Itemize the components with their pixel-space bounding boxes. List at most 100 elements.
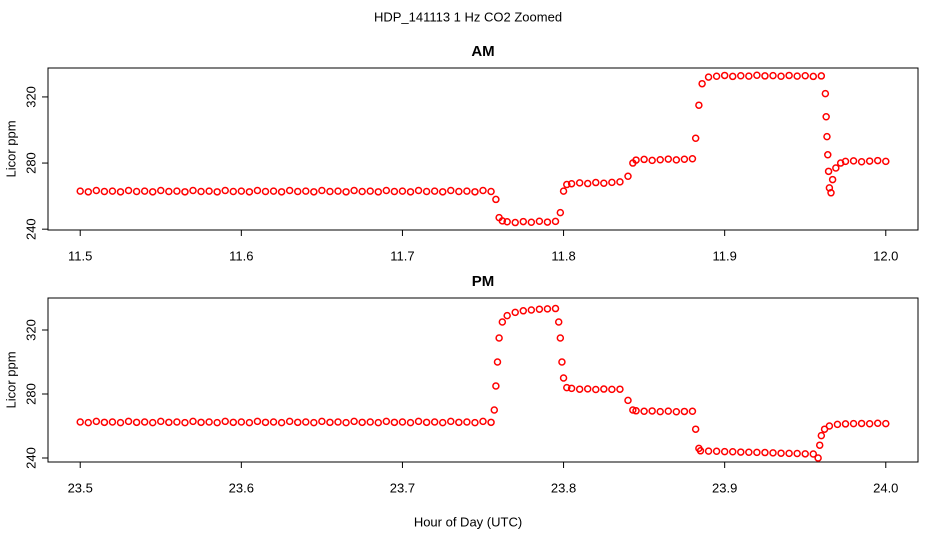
- data-point: [285, 417, 294, 426]
- data-point: [559, 374, 568, 382]
- x-tick-label: 12.0: [873, 248, 898, 263]
- data-point: [503, 311, 511, 320]
- data-point: [592, 178, 600, 187]
- data-point: [124, 186, 133, 195]
- data-point: [350, 186, 358, 195]
- data-point: [583, 385, 592, 393]
- data-point: [205, 418, 213, 426]
- data-point: [720, 71, 729, 80]
- data-point: [374, 188, 383, 196]
- data-point: [761, 448, 769, 457]
- data-point: [704, 73, 713, 81]
- data-point: [430, 418, 439, 426]
- data-point: [543, 218, 552, 226]
- data-point: [753, 448, 761, 457]
- data-point: [455, 418, 463, 427]
- data-point: [438, 188, 447, 196]
- data-point: [680, 155, 689, 163]
- data-point: [745, 72, 753, 80]
- data-point: [777, 449, 785, 457]
- data-point: [616, 178, 624, 186]
- data-point: [873, 156, 882, 165]
- data-point: [84, 418, 93, 427]
- data-point: [745, 448, 753, 456]
- x-axis-label: Hour of Day (UTC): [414, 514, 522, 529]
- data-point: [608, 178, 616, 187]
- data-point: [495, 334, 503, 342]
- data-point: [285, 186, 294, 195]
- data-point: [92, 186, 101, 195]
- data-point: [769, 71, 777, 80]
- data-point: [390, 418, 399, 427]
- data-point: [753, 71, 761, 80]
- data-point: [511, 218, 519, 227]
- x-tick-label: 11.9: [712, 248, 736, 263]
- data-point: [815, 441, 824, 449]
- data-point: [823, 132, 831, 141]
- data-point: [817, 72, 826, 80]
- data-point: [447, 186, 455, 195]
- data-point: [277, 188, 286, 196]
- data-point: [809, 450, 818, 458]
- data-point: [390, 187, 399, 196]
- data-point: [575, 179, 584, 187]
- data-point: [616, 385, 624, 393]
- data-point: [293, 187, 302, 196]
- data-point: [366, 418, 374, 426]
- x-tick-label: 11.6: [229, 248, 253, 263]
- data-point: [237, 187, 246, 195]
- data-point: [293, 418, 302, 427]
- data-point: [358, 418, 366, 427]
- data-point: [841, 157, 850, 166]
- data-point: [825, 422, 834, 430]
- data-point: [696, 447, 705, 455]
- data-point: [680, 407, 689, 416]
- data-point: [492, 195, 500, 204]
- data-point: [84, 188, 93, 196]
- y-axis-label: Licor ppm: [3, 351, 18, 408]
- data-point: [261, 187, 270, 196]
- data-point: [181, 418, 189, 427]
- data-point: [551, 217, 560, 226]
- data-point: [197, 187, 205, 196]
- y-tick-label: 280: [23, 383, 38, 405]
- data-point: [253, 417, 262, 426]
- data-point: [720, 447, 729, 456]
- data-point: [92, 417, 101, 426]
- data-point: [865, 420, 874, 428]
- data-point: [640, 407, 648, 416]
- data-point: [253, 186, 262, 195]
- data-point: [873, 419, 882, 428]
- data-point: [865, 157, 874, 165]
- data-point: [827, 189, 835, 197]
- data-point: [535, 305, 544, 313]
- data-point: [543, 305, 552, 313]
- data-point: [471, 418, 479, 427]
- data-point: [575, 385, 584, 393]
- data-point: [809, 72, 818, 81]
- data-point: [326, 418, 334, 427]
- data-point: [511, 308, 519, 317]
- data-point: [269, 418, 278, 426]
- y-tick-label: 240: [23, 447, 38, 469]
- data-point: [269, 187, 278, 195]
- data-point: [492, 382, 500, 390]
- figure-title: HDP_141113 1 Hz CO2 Zoomed: [374, 9, 562, 24]
- data-point: [398, 418, 407, 426]
- data-point: [165, 187, 173, 196]
- data-point: [302, 418, 310, 426]
- data-point: [189, 417, 197, 426]
- data-point: [556, 208, 565, 217]
- x-tick-label: 23.7: [390, 480, 415, 495]
- data-point: [712, 72, 721, 81]
- data-point: [563, 383, 571, 392]
- data-point: [100, 187, 109, 196]
- data-point: [140, 418, 149, 426]
- data-point: [498, 217, 507, 225]
- data-point: [832, 164, 840, 172]
- data-point: [132, 418, 141, 427]
- data-point: [358, 187, 366, 196]
- y-tick-label: 320: [23, 319, 38, 341]
- data-point: [116, 418, 125, 427]
